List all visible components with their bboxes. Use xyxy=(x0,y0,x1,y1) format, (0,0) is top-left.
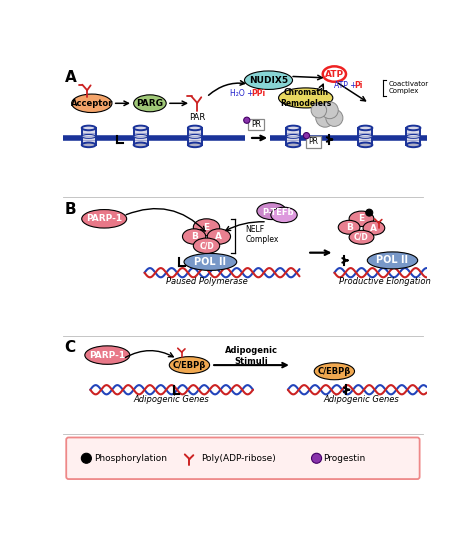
Ellipse shape xyxy=(207,229,230,244)
Ellipse shape xyxy=(85,346,130,365)
Ellipse shape xyxy=(257,202,286,220)
Ellipse shape xyxy=(286,143,300,147)
Ellipse shape xyxy=(367,252,418,269)
Ellipse shape xyxy=(169,356,210,374)
Ellipse shape xyxy=(314,363,355,380)
Text: Progestin: Progestin xyxy=(324,454,366,463)
Ellipse shape xyxy=(326,110,343,126)
Ellipse shape xyxy=(311,103,327,118)
Text: C/D: C/D xyxy=(354,233,369,242)
Ellipse shape xyxy=(184,253,237,271)
Ellipse shape xyxy=(134,143,147,147)
Ellipse shape xyxy=(193,238,219,253)
Text: B: B xyxy=(191,232,198,241)
Ellipse shape xyxy=(358,134,373,138)
FancyBboxPatch shape xyxy=(306,137,321,148)
Text: PR: PR xyxy=(309,137,319,146)
Ellipse shape xyxy=(279,88,333,108)
FancyBboxPatch shape xyxy=(66,437,419,479)
Text: PARP-1: PARP-1 xyxy=(89,350,125,360)
Text: A: A xyxy=(370,224,377,233)
Ellipse shape xyxy=(338,220,360,234)
Ellipse shape xyxy=(188,134,202,138)
Text: Adipogenic Genes: Adipogenic Genes xyxy=(324,395,400,404)
Text: Adipogenic
Stimuli: Adipogenic Stimuli xyxy=(225,346,278,366)
Text: E: E xyxy=(203,223,210,232)
Text: PR: PR xyxy=(251,119,261,129)
Text: Acceptor: Acceptor xyxy=(71,99,113,108)
Text: NUDIX5: NUDIX5 xyxy=(249,76,288,85)
Ellipse shape xyxy=(82,134,96,138)
Ellipse shape xyxy=(321,102,338,119)
Ellipse shape xyxy=(366,209,373,216)
Ellipse shape xyxy=(134,134,147,138)
Ellipse shape xyxy=(286,126,300,130)
Bar xyxy=(286,128,300,145)
Ellipse shape xyxy=(349,231,374,244)
Text: ATP +: ATP + xyxy=(334,81,359,90)
Ellipse shape xyxy=(323,66,346,82)
Text: C: C xyxy=(64,340,76,355)
Ellipse shape xyxy=(349,211,374,226)
Text: Paused Polymerase: Paused Polymerase xyxy=(165,278,247,286)
Bar xyxy=(406,128,420,145)
Ellipse shape xyxy=(363,221,385,235)
Ellipse shape xyxy=(303,132,310,139)
Ellipse shape xyxy=(182,229,206,244)
Text: PARG: PARG xyxy=(137,99,164,108)
Ellipse shape xyxy=(82,453,91,463)
Text: H₂O +: H₂O + xyxy=(230,89,255,98)
Text: NELF
Complex: NELF Complex xyxy=(245,225,279,244)
Ellipse shape xyxy=(82,126,96,130)
Bar xyxy=(358,128,373,145)
Text: PAR: PAR xyxy=(189,113,205,122)
Text: Coactivator
Complex: Coactivator Complex xyxy=(389,82,429,94)
Ellipse shape xyxy=(134,95,166,112)
Text: PPi: PPi xyxy=(251,89,265,98)
Ellipse shape xyxy=(316,109,334,127)
Text: Adipogenic Genes: Adipogenic Genes xyxy=(134,395,210,404)
Text: A: A xyxy=(64,70,76,85)
Bar xyxy=(82,128,96,145)
Ellipse shape xyxy=(188,126,202,130)
Text: P-TEFb: P-TEFb xyxy=(262,208,293,217)
Text: A: A xyxy=(215,232,222,241)
Text: POL II: POL II xyxy=(194,257,227,267)
Ellipse shape xyxy=(406,134,420,138)
Text: C/EBPβ: C/EBPβ xyxy=(173,361,206,369)
Ellipse shape xyxy=(82,143,96,147)
Ellipse shape xyxy=(188,143,202,147)
Text: Chromatin
Remodelers: Chromatin Remodelers xyxy=(280,88,331,107)
Text: B: B xyxy=(346,223,353,232)
Ellipse shape xyxy=(72,94,112,112)
Ellipse shape xyxy=(358,143,373,147)
Ellipse shape xyxy=(358,126,373,130)
Ellipse shape xyxy=(406,143,420,147)
Bar xyxy=(188,128,202,145)
Ellipse shape xyxy=(406,126,420,130)
Text: Pi: Pi xyxy=(355,81,363,90)
Ellipse shape xyxy=(134,126,147,130)
Ellipse shape xyxy=(271,207,297,222)
Ellipse shape xyxy=(82,210,127,228)
Text: Poly(ADP-ribose): Poly(ADP-ribose) xyxy=(201,454,276,463)
Text: Phosphorylation: Phosphorylation xyxy=(94,454,167,463)
Ellipse shape xyxy=(245,71,292,90)
Text: POL II: POL II xyxy=(376,255,409,265)
Text: E: E xyxy=(358,214,365,224)
Text: Productive Elongation: Productive Elongation xyxy=(339,278,430,286)
Ellipse shape xyxy=(286,134,300,138)
Text: B: B xyxy=(64,202,76,217)
Text: C/D: C/D xyxy=(199,241,214,250)
Text: ATP: ATP xyxy=(325,70,344,78)
Ellipse shape xyxy=(311,453,321,463)
Text: PARP-1: PARP-1 xyxy=(86,214,122,224)
Bar xyxy=(134,128,147,145)
Ellipse shape xyxy=(244,117,250,123)
Ellipse shape xyxy=(193,219,219,236)
FancyBboxPatch shape xyxy=(248,119,264,130)
Text: C/EBPβ: C/EBPβ xyxy=(318,367,351,376)
